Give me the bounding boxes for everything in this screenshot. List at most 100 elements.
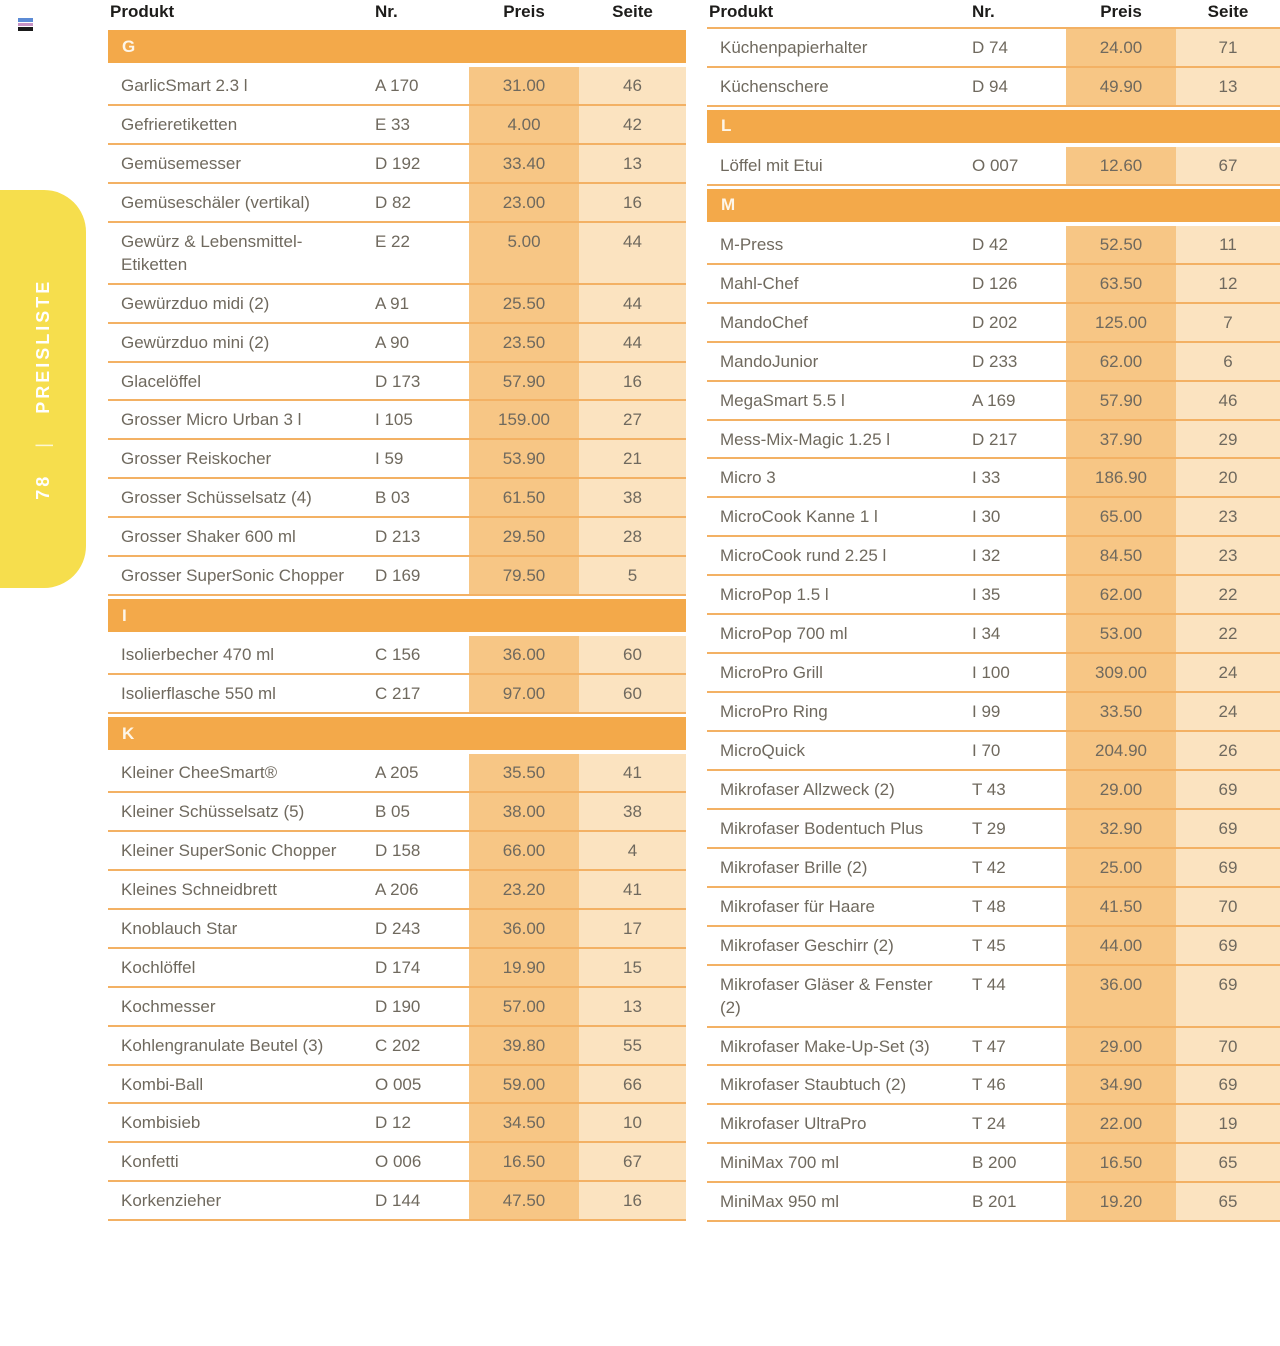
cell-seite: 38 [579, 792, 686, 830]
cell-produkt: Kochlöffel [121, 957, 196, 977]
cell-preis: 41.50 [1066, 887, 1176, 925]
cell-seite: 70 [1176, 887, 1280, 925]
price-row: Glacelöffel D 173 57.90 16 [108, 362, 686, 402]
price-row: Grosser Micro Urban 3 l I 105 159.00 27 [108, 401, 686, 441]
cell-nr: D 144 [375, 1191, 421, 1211]
cell-produkt: MiniMax 950 ml [720, 1192, 840, 1212]
cell-produkt: Mikrofaser Brille (2) [720, 857, 868, 877]
cell-nr: D 243 [375, 918, 421, 938]
price-row: Grosser Shaker 600 ml D 213 29.50 28 [108, 518, 686, 558]
cell-nr: T 47 [972, 1036, 1006, 1056]
cell-nr: D 82 [375, 192, 411, 212]
cell-produkt: Mikrofaser Allzweck (2) [720, 779, 895, 799]
price-row: Kleiner SuperSonic Chopper D 158 66.00 4 [108, 831, 686, 871]
cell-nr: B 201 [972, 1192, 1017, 1212]
price-row: Kochmesser D 190 57.00 13 [108, 987, 686, 1027]
cell-seite: 46 [579, 67, 686, 104]
cell-nr: O 007 [972, 155, 1019, 175]
price-row: Konfetti O 006 16.50 67 [108, 1143, 686, 1183]
cell-produkt: Gewürzduo midi (2) [121, 293, 270, 313]
cell-nr: B 05 [375, 801, 410, 821]
price-row: Kleines Schneidbrett A 206 23.20 41 [108, 870, 686, 910]
cell-produkt: Konfetti [121, 1152, 179, 1172]
cell-seite: 69 [1176, 848, 1280, 886]
cell-nr: A 205 [375, 763, 419, 782]
cell-nr: T 44 [972, 974, 1006, 994]
cell-preis: 23.20 [469, 870, 579, 908]
cell-produkt: Grosser Schüsselsatz (4) [121, 488, 312, 508]
cell-produkt: Gefrieretiketten [121, 114, 238, 134]
cell-nr: I 32 [972, 546, 1001, 566]
cell-seite: 60 [579, 636, 686, 674]
cell-nr: D 190 [375, 996, 421, 1016]
price-row: Küchenpapierhalter D 74 24.00 71 [707, 27, 1280, 68]
cell-produkt: Korkenzieher [121, 1191, 222, 1211]
col-header-nr: Nr. [375, 2, 398, 21]
cell-produkt: MicroQuick [720, 741, 806, 760]
cell-seite: 22 [1176, 576, 1280, 614]
cell-seite: 38 [579, 479, 686, 517]
cell-nr: I 30 [972, 507, 1001, 527]
cell-nr: A 170 [375, 76, 419, 95]
cell-preis: 61.50 [469, 479, 579, 517]
cell-seite: 29 [1176, 420, 1280, 458]
cell-nr: T 48 [972, 896, 1006, 916]
cell-preis: 44.00 [1066, 926, 1176, 964]
price-row: MicroPro Ring I 99 33.50 24 [707, 693, 1280, 732]
price-row: MiniMax 950 ml B 201 19.20 65 [707, 1183, 1280, 1223]
cell-seite: 21 [579, 440, 686, 478]
cell-preis: 39.80 [469, 1026, 579, 1064]
cell-seite: 42 [579, 105, 686, 143]
cell-seite: 67 [579, 1143, 686, 1181]
cell-preis: 79.50 [469, 557, 579, 595]
cell-nr: D 213 [375, 527, 421, 547]
price-row: Küchenschere D 94 49.90 13 [707, 67, 1280, 107]
cell-nr: D 42 [972, 234, 1008, 254]
cell-preis: 36.00 [1066, 965, 1176, 1026]
price-row: Kleiner Schüsselsatz (5) B 05 38.00 38 [108, 792, 686, 832]
cell-preis: 16.50 [1066, 1144, 1176, 1182]
cell-preis: 29.50 [469, 518, 579, 556]
cell-preis: 25.50 [469, 284, 579, 322]
cell-produkt: Grosser Micro Urban 3 l [121, 410, 302, 430]
cell-seite: 71 [1176, 29, 1280, 66]
tab-page-number: 78 [33, 473, 53, 500]
cell-preis: 204.90 [1066, 732, 1176, 769]
cell-nr: I 34 [972, 624, 1001, 644]
cell-produkt: Mikrofaser UltraPro [720, 1114, 867, 1134]
cell-produkt: Löffel mit Etui [720, 155, 823, 175]
cell-seite: 10 [579, 1104, 686, 1142]
cell-seite: 16 [579, 183, 686, 221]
cell-preis: 34.50 [469, 1104, 579, 1142]
price-row: Kombi-Ball O 005 59.00 66 [108, 1065, 686, 1105]
cell-produkt: Grosser Shaker 600 ml [121, 527, 296, 547]
cell-preis: 309.00 [1066, 654, 1176, 692]
price-row: Gewürzduo midi (2) A 91 25.50 44 [108, 284, 686, 324]
price-row: Kohlengranulate Beutel (3) C 202 39.80 55 [108, 1026, 686, 1066]
cell-nr: T 46 [972, 1075, 1006, 1095]
cell-produkt: MandoJunior [720, 351, 819, 371]
cell-produkt: Mikrofaser Geschirr (2) [720, 935, 894, 955]
price-row: Mikrofaser Make-Up-Set (3) T 47 29.00 70 [707, 1027, 1280, 1067]
cell-nr: D 126 [972, 273, 1018, 293]
cell-seite: 15 [579, 948, 686, 986]
cell-seite: 23 [1176, 498, 1280, 536]
cell-preis: 16.50 [469, 1143, 579, 1181]
price-row: MiniMax 700 ml B 200 16.50 65 [707, 1144, 1280, 1184]
cell-preis: 53.90 [469, 440, 579, 478]
price-row: Mess-Mix-Magic 1.25 l D 217 37.90 29 [707, 420, 1280, 460]
cell-produkt: MicroPop 1.5 l [720, 585, 829, 605]
cell-produkt: Glacelöffel [121, 371, 202, 391]
cell-nr: I 99 [972, 702, 1001, 722]
cell-nr: D 169 [375, 566, 421, 586]
cell-seite: 69 [1176, 965, 1280, 1026]
price-row: Gemüsemesser D 192 33.40 13 [108, 144, 686, 184]
cell-seite: 6 [1176, 342, 1280, 380]
cell-preis: 62.00 [1066, 576, 1176, 614]
cell-seite: 69 [1176, 1066, 1280, 1104]
cell-nr: D 202 [972, 312, 1018, 332]
price-row: MandoChef D 202 125.00 7 [707, 303, 1280, 343]
cell-seite: 55 [579, 1026, 686, 1064]
cell-nr: I 35 [972, 585, 1001, 605]
